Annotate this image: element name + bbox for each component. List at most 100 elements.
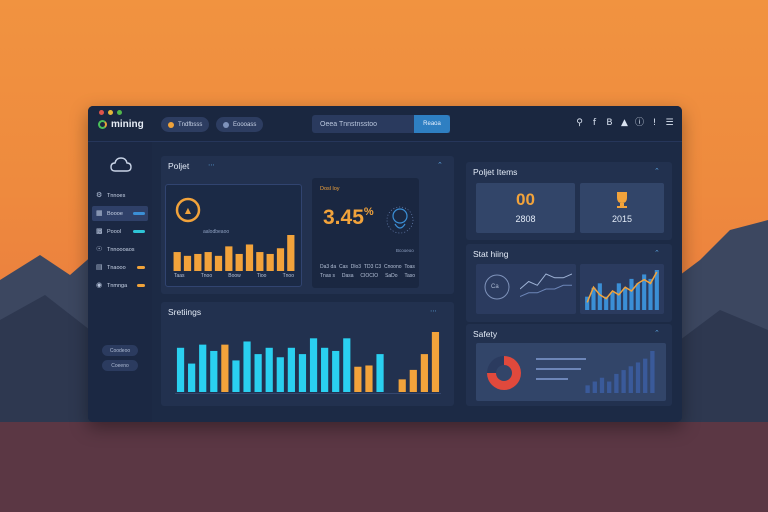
sidebar-item-bar xyxy=(133,230,145,233)
project-bar-card: ▲ aalodbeaoo Taas Tnoo Boow Tioo Tnoo xyxy=(165,184,302,287)
header-pill-1[interactable]: Tndfbsss xyxy=(161,117,210,132)
close-dot[interactable] xyxy=(99,110,104,115)
bold-icon[interactable]: B xyxy=(606,118,613,128)
toolbar-icons: ⚲ f B ▲ ⓘ ! ☰ xyxy=(575,118,674,129)
value-tick-0: Da3 da xyxy=(320,264,337,270)
chart5-bar-9 xyxy=(650,351,655,393)
chart3-bar-11 xyxy=(654,270,659,310)
sidebar-item-5[interactable]: ◉ Tnmnga xyxy=(92,278,148,293)
svg-text:▲: ▲ xyxy=(185,206,192,215)
more-icon[interactable]: ⋯ xyxy=(430,307,437,315)
search-icon[interactable]: ⚲ xyxy=(576,118,583,128)
chart0-bar-9 xyxy=(266,253,274,271)
header-pill-2[interactable]: Eoooass xyxy=(216,117,264,132)
sidebar-button-1[interactable]: Coodeoo xyxy=(102,345,138,356)
line-chart xyxy=(520,273,572,297)
line-series-1 xyxy=(520,284,572,297)
chart1-bar-13 xyxy=(321,347,329,392)
chart1-bar-5 xyxy=(232,360,240,392)
app-logo[interactable]: mining xyxy=(98,119,144,130)
sidebar-item-3[interactable]: ☉ Tnnoooaos xyxy=(92,242,148,257)
chart1-bar-17 xyxy=(365,365,373,392)
sidebar-item-0[interactable]: ⚙ Tnnoes xyxy=(92,188,148,203)
chart5-bar-7 xyxy=(635,362,641,393)
facebook-icon[interactable]: f xyxy=(592,118,597,128)
chart5-bar-5 xyxy=(621,370,626,393)
safety-panel: Safety ⌃ xyxy=(466,324,672,406)
chart3-bar-1 xyxy=(591,287,596,310)
chart1-bar-8 xyxy=(265,347,273,392)
overlay-line xyxy=(586,271,658,303)
cloud-icon xyxy=(110,157,132,172)
chart5-bar-0 xyxy=(585,385,590,393)
x-tick-3: Tioo xyxy=(256,273,267,279)
doc-icon: ▩ xyxy=(96,227,103,235)
chart3-bar-5 xyxy=(616,283,621,310)
bar-chart-safety xyxy=(585,351,655,393)
axis-line xyxy=(175,393,441,394)
info-icon[interactable]: ⓘ xyxy=(635,118,645,128)
maximize-dot[interactable] xyxy=(117,110,122,115)
value-tick-5: Toas xyxy=(404,264,415,270)
alert-icon[interactable]: ▲ xyxy=(621,118,628,128)
chart1-bar-23 xyxy=(431,332,440,392)
x-tick-0: Taas xyxy=(174,273,185,279)
pie-hole xyxy=(496,365,512,381)
chart-icon: ▤ xyxy=(96,263,103,271)
chart5-bar-2 xyxy=(599,377,605,393)
sidebar-item-1[interactable]: ▦ Boooe xyxy=(92,206,148,221)
sidebar-button-2[interactable]: Coeeno xyxy=(102,360,138,371)
sidebar-item-label: Boooe xyxy=(107,210,123,217)
chevron-up-icon[interactable]: ⌃ xyxy=(437,161,443,169)
bar-line-box xyxy=(580,264,664,314)
settings-icon: ◉ xyxy=(96,281,103,289)
sidebar-item-4[interactable]: ▤ Tnaooo xyxy=(92,260,148,275)
grid-icon: ▦ xyxy=(96,209,103,217)
stat-hiing-panel: Stat hiing ⌃ Ca xyxy=(466,244,672,322)
pill-label: Tndfbsss xyxy=(178,121,203,128)
x-tick-1: Tnoo xyxy=(200,273,213,279)
pie-chart xyxy=(487,356,521,390)
chevron-up-icon[interactable]: ⌃ xyxy=(654,329,660,337)
stat-value: 00 xyxy=(516,190,535,209)
chart3-bar-4 xyxy=(610,292,615,310)
pill-label: Eoooass xyxy=(233,121,257,128)
chart5-bar-3 xyxy=(607,381,612,393)
pill-dot-icon xyxy=(168,121,174,128)
x-tick-2: Boow xyxy=(228,273,241,279)
project-items-panel: Poljet Items ⌃ 00 2808 2015 xyxy=(466,162,672,240)
ring-icon xyxy=(484,274,510,300)
kpi-number: 3.45 xyxy=(323,206,364,229)
chart3-bar-8 xyxy=(635,283,640,310)
minimize-dot[interactable] xyxy=(108,110,113,115)
chart0-bar-2 xyxy=(194,253,202,271)
value-tick-1: Cas xyxy=(338,264,348,270)
chevron-up-icon[interactable]: ⌃ xyxy=(654,167,660,175)
sidebar-item-label: Tnmnga xyxy=(107,282,128,289)
value-tick-4: Cnoono xyxy=(384,264,402,270)
search-button[interactable]: Reaoa xyxy=(414,115,450,133)
x-tick-4: Tnoo xyxy=(282,273,294,279)
chevron-up-icon[interactable]: ⌃ xyxy=(654,249,660,257)
chart0-bar-7 xyxy=(245,244,254,271)
logo-icon xyxy=(98,120,107,129)
chart3-bar-6 xyxy=(623,287,628,310)
sidebar-item-label: Tnnoes xyxy=(107,192,126,199)
card-label: aalodbeaoo xyxy=(203,229,230,235)
chart1-bar-7 xyxy=(254,354,262,392)
more-icon[interactable]: ⋯ xyxy=(208,161,215,169)
chart5-bar-8 xyxy=(643,358,648,393)
legend-line xyxy=(536,358,586,360)
value-tick-2: Dlo3 xyxy=(350,264,362,270)
pipe-icon[interactable]: ! xyxy=(652,118,657,128)
chart3-bar-10 xyxy=(648,278,653,310)
ring-label: Bcooeoo xyxy=(396,248,414,253)
chart5-bar-1 xyxy=(592,381,597,393)
pill-dot-icon xyxy=(223,121,229,128)
chart0-bar-0 xyxy=(173,252,181,271)
chart0-bar-8 xyxy=(256,252,264,271)
sidebar-item-label: Tnaooo xyxy=(107,264,126,271)
sidebar-item-2[interactable]: ▩ Poool xyxy=(92,224,148,239)
menu-icon[interactable]: ☰ xyxy=(665,118,674,128)
trophy-icon xyxy=(617,192,627,208)
